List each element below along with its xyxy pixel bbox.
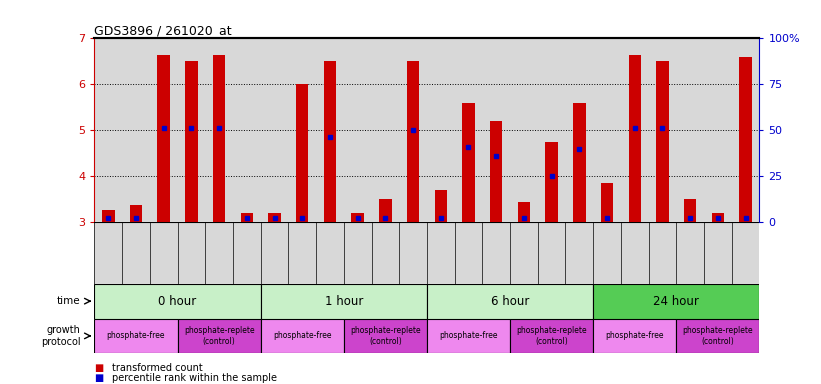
Bar — [261, 318, 344, 353]
Text: GDS3896 / 261020_at: GDS3896 / 261020_at — [94, 24, 232, 37]
Bar — [594, 284, 759, 318]
Bar — [455, 38, 483, 222]
Text: phosphate-free: phosphate-free — [273, 331, 332, 340]
Text: growth
protocol: growth protocol — [41, 325, 80, 347]
Text: phosphate-free: phosphate-free — [605, 331, 664, 340]
Bar — [205, 38, 233, 222]
Bar — [427, 38, 455, 222]
Bar — [434, 190, 447, 222]
Bar — [490, 121, 502, 222]
Bar — [102, 210, 114, 222]
Text: transformed count: transformed count — [112, 363, 204, 373]
Bar — [684, 199, 696, 222]
Bar — [656, 61, 668, 222]
Bar — [712, 213, 724, 222]
Bar — [732, 38, 759, 222]
Bar — [462, 103, 475, 222]
Text: 0 hour: 0 hour — [158, 295, 197, 308]
Bar — [344, 38, 372, 222]
Bar — [150, 38, 177, 222]
Bar — [427, 284, 594, 318]
Bar — [177, 38, 205, 222]
Bar — [379, 199, 392, 222]
Text: 24 hour: 24 hour — [654, 295, 699, 308]
Bar — [594, 38, 621, 222]
Bar — [158, 55, 170, 222]
Bar — [677, 318, 759, 353]
Bar — [704, 38, 732, 222]
Bar — [186, 61, 198, 222]
Text: phosphate-free: phosphate-free — [107, 331, 165, 340]
Bar — [407, 61, 420, 222]
Text: phosphate-replete
(control): phosphate-replete (control) — [516, 326, 587, 346]
Text: phosphate-free: phosphate-free — [439, 331, 498, 340]
Bar — [94, 318, 177, 353]
Bar — [566, 38, 594, 222]
Bar — [573, 103, 585, 222]
Bar — [241, 213, 253, 222]
Bar — [399, 38, 427, 222]
Bar — [316, 38, 344, 222]
Text: phosphate-replete
(control): phosphate-replete (control) — [350, 326, 420, 346]
Bar — [545, 142, 557, 222]
Bar — [510, 38, 538, 222]
Bar — [94, 38, 122, 222]
Bar — [740, 57, 752, 222]
Bar — [538, 38, 566, 222]
Text: 1 hour: 1 hour — [324, 295, 363, 308]
Bar — [510, 318, 594, 353]
Bar — [483, 38, 510, 222]
Bar — [351, 213, 364, 222]
Text: 6 hour: 6 hour — [491, 295, 530, 308]
Text: ■: ■ — [94, 363, 103, 373]
Bar — [427, 318, 510, 353]
Bar — [268, 213, 281, 222]
Bar — [288, 38, 316, 222]
Text: percentile rank within the sample: percentile rank within the sample — [112, 373, 277, 383]
Bar — [261, 38, 288, 222]
Bar — [594, 318, 677, 353]
Bar — [261, 284, 427, 318]
Bar — [130, 205, 142, 222]
Bar — [233, 38, 261, 222]
Text: time: time — [57, 296, 80, 306]
Bar — [621, 38, 649, 222]
Bar — [344, 318, 427, 353]
Bar — [296, 84, 309, 222]
Bar — [122, 38, 150, 222]
Bar — [601, 183, 613, 222]
Bar — [177, 318, 261, 353]
Text: ■: ■ — [94, 373, 103, 383]
Bar — [213, 55, 225, 222]
Bar — [323, 61, 336, 222]
Bar — [94, 284, 261, 318]
Bar — [677, 38, 704, 222]
Text: phosphate-replete
(control): phosphate-replete (control) — [682, 326, 753, 346]
Bar — [518, 202, 530, 222]
Bar — [649, 38, 677, 222]
Bar — [372, 38, 399, 222]
Bar — [629, 55, 641, 222]
Text: phosphate-replete
(control): phosphate-replete (control) — [184, 326, 255, 346]
